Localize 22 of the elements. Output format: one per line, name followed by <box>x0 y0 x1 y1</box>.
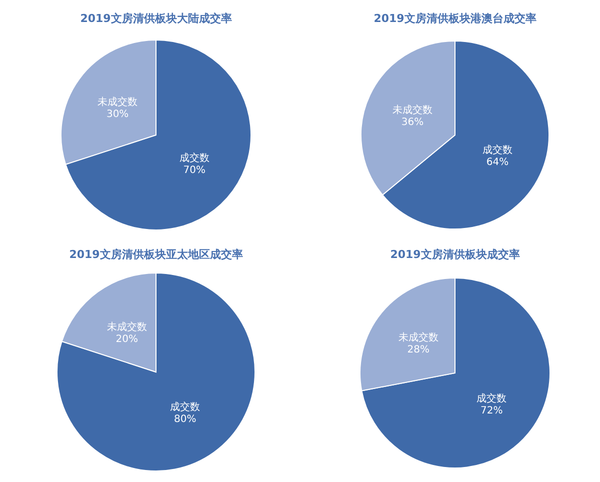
slice-label: 未成交数 <box>106 320 147 333</box>
chart-title: 2019文房清供板块港澳台成交率 <box>374 12 536 25</box>
slice-label: 成交数 <box>476 392 507 404</box>
pie-slice <box>56 272 256 472</box>
slice-label: 成交数 <box>179 152 210 164</box>
data-label: 20% <box>116 334 138 345</box>
slice-label: 未成交数 <box>398 332 438 344</box>
slice-label: 成交数 <box>170 401 200 414</box>
slice-label: 未成交数 <box>392 104 432 116</box>
slice-label: 成交数 <box>482 144 513 156</box>
chart-title: 2019文房清供板块成交率 <box>390 248 520 261</box>
data-label: 36% <box>401 116 424 128</box>
slice-label: 未成交数 <box>98 96 138 108</box>
data-label: 72% <box>480 405 503 416</box>
data-label: 80% <box>174 414 196 426</box>
pie-slice <box>361 278 550 468</box>
chart-title: 2019文房清供板块亚太地区成交率 <box>69 248 243 261</box>
data-label: 28% <box>407 344 430 356</box>
data-label: 70% <box>183 164 206 176</box>
data-label: 64% <box>486 157 509 168</box>
chart-title: 2019文房清供板块大陆成交率 <box>80 12 232 25</box>
data-label: 30% <box>106 109 129 120</box>
